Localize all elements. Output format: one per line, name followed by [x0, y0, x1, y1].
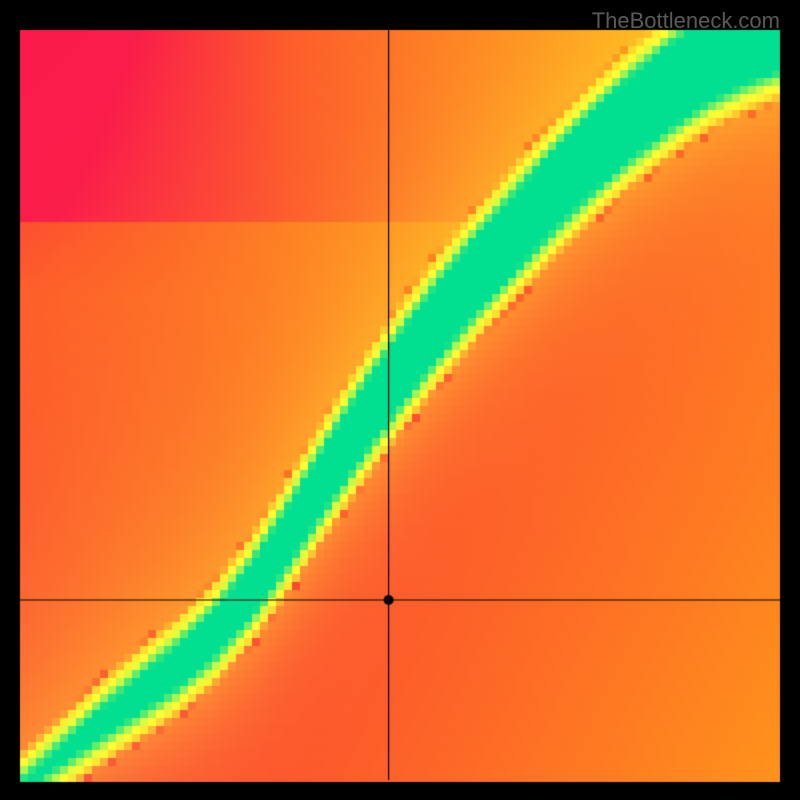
bottleneck-heatmap	[0, 0, 800, 800]
watermark-text: TheBottleneck.com	[592, 8, 780, 34]
chart-container: TheBottleneck.com	[0, 0, 800, 800]
